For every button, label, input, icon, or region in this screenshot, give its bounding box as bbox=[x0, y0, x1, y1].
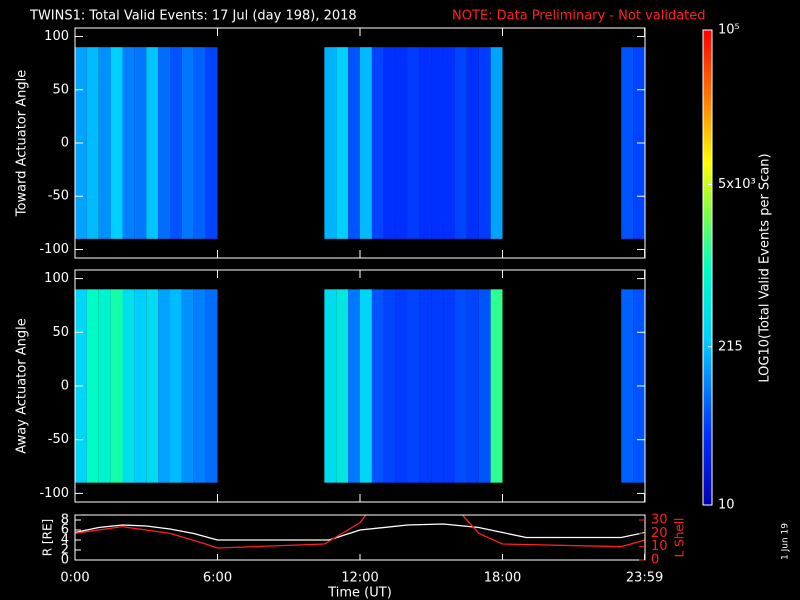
heat-cell bbox=[110, 289, 123, 483]
colorbar-tick-label: 215 bbox=[718, 339, 743, 354]
y-tick-label: 50 bbox=[52, 325, 69, 340]
heat-cell bbox=[336, 47, 349, 239]
heat-cell bbox=[395, 289, 408, 483]
y-tick-label: 6 bbox=[61, 523, 69, 538]
heat-cell bbox=[395, 47, 408, 239]
heat-cell bbox=[86, 47, 99, 239]
heat-cell bbox=[181, 289, 194, 483]
heat-cell bbox=[348, 47, 360, 239]
y-tick-label: 8 bbox=[61, 513, 69, 528]
heat-cell bbox=[466, 289, 479, 483]
heat-cell bbox=[455, 47, 467, 239]
heat-cell bbox=[158, 47, 170, 239]
y2-tick-label: 0 bbox=[651, 553, 659, 568]
y-tick-label: -100 bbox=[39, 242, 69, 257]
heat-cell bbox=[122, 289, 135, 483]
y-axis-label: Away Actuator Angle bbox=[15, 318, 30, 453]
heat-cell bbox=[478, 289, 491, 483]
y2-tick-label: 30 bbox=[651, 513, 668, 528]
heat-cell bbox=[455, 289, 467, 483]
heat-cell bbox=[490, 47, 503, 239]
y-tick-label: 50 bbox=[52, 82, 69, 97]
x-tick-label: 23:59 bbox=[626, 571, 663, 586]
y-tick-label: 0 bbox=[61, 379, 69, 394]
y-tick-label: 0 bbox=[61, 553, 69, 568]
heat-cell bbox=[98, 47, 111, 239]
series-line bbox=[75, 515, 645, 549]
y-tick-label: -100 bbox=[39, 486, 69, 501]
x-tick-label: 12:00 bbox=[341, 571, 378, 586]
y2-axis-label: L Shell bbox=[673, 518, 687, 558]
y-axis-label: R [RE] bbox=[41, 519, 55, 556]
heat-cell bbox=[621, 47, 634, 239]
heat-cell bbox=[336, 289, 349, 483]
y2-tick-label: 20 bbox=[651, 526, 668, 541]
heat-cell bbox=[348, 289, 360, 483]
colorbar-tick-label: 10⁵ bbox=[718, 23, 740, 38]
heat-cell bbox=[383, 289, 396, 483]
colorbar-tick-label: 10 bbox=[718, 498, 735, 513]
y-tick-label: -50 bbox=[48, 432, 69, 447]
heat-cell bbox=[466, 47, 479, 239]
heat-cell bbox=[170, 289, 182, 483]
heat-cell bbox=[443, 289, 455, 483]
heat-cell bbox=[134, 47, 147, 239]
y-tick-label: 2 bbox=[61, 543, 69, 558]
y-tick-label: 100 bbox=[44, 29, 69, 44]
heat-cell bbox=[431, 47, 444, 239]
y2-tick-label: 10 bbox=[651, 539, 668, 554]
colorbar-label: LOG10(Total Valid Events per Scan) bbox=[758, 153, 773, 382]
heat-cell bbox=[110, 47, 123, 239]
x-axis-label: Time (UT) bbox=[327, 586, 392, 600]
heat-cell bbox=[170, 47, 182, 239]
heat-cell bbox=[86, 289, 99, 483]
y-tick-label: 4 bbox=[61, 533, 69, 548]
heat-cell bbox=[490, 289, 503, 483]
heat-cell bbox=[193, 47, 206, 239]
heat-cell bbox=[205, 289, 218, 483]
series-line bbox=[75, 523, 645, 541]
note: NOTE: Data Preliminary - Not validated bbox=[452, 9, 706, 24]
heat-cell bbox=[419, 289, 432, 483]
y-tick-label: 100 bbox=[44, 271, 69, 286]
heat-cell bbox=[407, 289, 420, 483]
heat-cell bbox=[360, 47, 372, 239]
heat-cell bbox=[371, 289, 384, 483]
heat-cell bbox=[122, 47, 135, 239]
heat-cell bbox=[324, 47, 337, 239]
heat-cell bbox=[371, 47, 384, 239]
colorbar bbox=[702, 29, 713, 506]
heat-cell bbox=[431, 289, 444, 483]
x-tick-label: 0:00 bbox=[60, 571, 89, 586]
heat-cell bbox=[146, 47, 159, 239]
heat-cell bbox=[181, 47, 194, 239]
heat-cell bbox=[407, 47, 420, 239]
heat-cell bbox=[146, 289, 159, 483]
x-tick-label: 18:00 bbox=[484, 571, 521, 586]
y-tick-label: 0 bbox=[61, 136, 69, 151]
heat-cell bbox=[158, 289, 170, 483]
heat-cell bbox=[360, 289, 372, 483]
y-axis-label: Toward Actuator Angle bbox=[15, 70, 30, 217]
heat-cell bbox=[478, 47, 491, 239]
date-stamp: 1 Jun 19 bbox=[781, 523, 791, 560]
heat-cell bbox=[621, 289, 634, 483]
heat-cell bbox=[205, 47, 218, 239]
heat-cell bbox=[419, 47, 432, 239]
heat-cell bbox=[98, 289, 111, 483]
heat-cell bbox=[193, 289, 206, 483]
heat-cell bbox=[324, 289, 337, 483]
heat-cell bbox=[383, 47, 396, 239]
chart-title: TWINS1: Total Valid Events: 17 Jul (day … bbox=[29, 9, 357, 24]
colorbar-tick-label: 5x10³ bbox=[718, 177, 756, 192]
x-tick-label: 6:00 bbox=[203, 571, 232, 586]
heat-cell bbox=[134, 289, 147, 483]
heat-cell bbox=[443, 47, 455, 239]
y-tick-label: -50 bbox=[48, 189, 69, 204]
